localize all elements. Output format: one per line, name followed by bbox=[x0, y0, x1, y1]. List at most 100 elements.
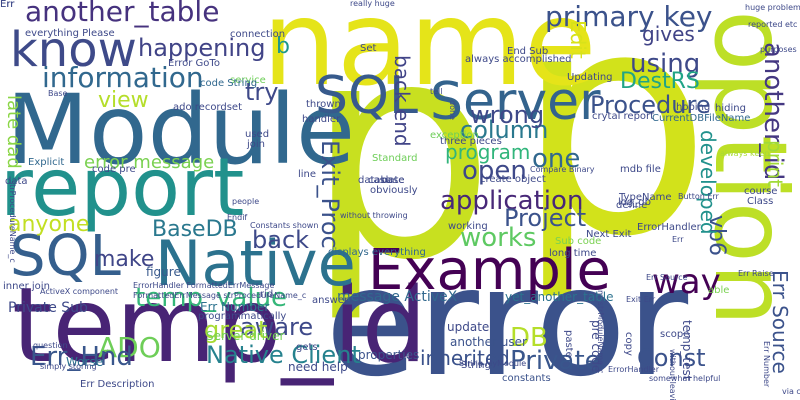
word-server: Server bbox=[430, 72, 601, 132]
word-sql: SQL bbox=[10, 224, 121, 289]
word-rid: rid bbox=[260, 289, 274, 300]
word-err-number: Err Number bbox=[762, 341, 771, 388]
word-displays-everything: displays everything bbox=[328, 247, 426, 258]
word-yet-another-table: yet_another_table bbox=[505, 290, 614, 304]
word-always-accomplished: always accomplished bbox=[465, 54, 572, 65]
word-hoping: hoping bbox=[676, 102, 711, 113]
word-log-db: log_db bbox=[618, 197, 651, 208]
word-worse: Worse bbox=[66, 355, 104, 369]
word-exit-err: Exit Err bbox=[626, 295, 656, 304]
word-update: update bbox=[447, 320, 490, 334]
word-gets: gets bbox=[296, 342, 318, 353]
word-next-exit: Next Exit bbox=[586, 229, 632, 240]
word-date: date bbox=[382, 175, 405, 186]
word-tell: tell bbox=[430, 87, 443, 96]
word-constants: constants bbox=[502, 373, 551, 384]
word-b: b bbox=[276, 34, 290, 59]
word-properties: properties bbox=[358, 348, 420, 362]
word-late-dad: late dad bbox=[3, 95, 24, 169]
word-done: done bbox=[448, 100, 457, 120]
word-native-client: Native Client bbox=[206, 341, 361, 369]
word-simply-storing: simply storing bbox=[40, 362, 97, 371]
word-errorhandler: ErrorHandler bbox=[608, 365, 659, 374]
word-case: case bbox=[368, 175, 391, 186]
word-programmatically: programmatically bbox=[198, 311, 287, 322]
word-pre-code: pre code bbox=[589, 320, 603, 373]
word-const: Const bbox=[637, 344, 706, 372]
word-destrs: DestRS bbox=[620, 69, 700, 94]
word-error: error bbox=[325, 236, 689, 400]
word-explicit: Explicit bbox=[28, 157, 65, 168]
word-activex-component: ActiveX component bbox=[40, 287, 119, 296]
word-base: Base bbox=[48, 89, 68, 98]
word-err: Err bbox=[0, 0, 15, 10]
word-scope: scope bbox=[660, 329, 690, 340]
word-service: service bbox=[230, 75, 266, 86]
word-back-end: back end bbox=[390, 55, 414, 147]
word-private-sub: Private Sub bbox=[8, 300, 88, 316]
word-formattederrmessage-strprocedurename-c: FormattedErrMessage strProcedureName_c bbox=[133, 291, 307, 300]
word-column: column bbox=[460, 116, 549, 144]
word-code-pre: code pre bbox=[92, 164, 136, 175]
word-great: great bbox=[204, 316, 268, 344]
word-join: join bbox=[247, 139, 266, 150]
word-exception: exception bbox=[430, 130, 479, 141]
word-information: information bbox=[42, 61, 204, 94]
word-error-goto: Error GoTo bbox=[168, 58, 220, 69]
word-currentdbfilename: CurrentDBFileName bbox=[652, 113, 751, 124]
word-name: name bbox=[262, 0, 597, 112]
word-make: make bbox=[94, 247, 155, 272]
word-err: Err bbox=[0, 0, 15, 10]
word-constants-shown: Constants shown bbox=[250, 221, 319, 230]
word-really-huge: really huge bbox=[350, 0, 395, 8]
word-always-keep: always keep bbox=[720, 149, 770, 158]
word-application: application bbox=[440, 186, 584, 216]
word-somewhat-helpful: somewhat helpful bbox=[649, 374, 721, 383]
word-button-err: Button Err bbox=[678, 192, 719, 201]
word-class: Class bbox=[747, 196, 774, 207]
word-server-driver: Server driver bbox=[206, 329, 285, 343]
word-module: Module bbox=[6, 74, 356, 186]
word-errorhandler: ErrorHandler bbox=[637, 222, 701, 233]
word-hiding: hiding bbox=[715, 103, 746, 114]
word-paste: paste bbox=[563, 330, 574, 358]
word-question: question bbox=[33, 341, 68, 350]
word-db: DB bbox=[510, 323, 548, 353]
word-temp-test: temp_test bbox=[680, 320, 694, 381]
word-people: people bbox=[232, 197, 260, 206]
word-err-hnd: Err_Hnd bbox=[30, 342, 133, 372]
word-temp-id: temp_id bbox=[12, 266, 427, 386]
word-sql: SQL bbox=[315, 66, 418, 126]
word-reported-etc: reported etc bbox=[748, 20, 798, 29]
word-sub-code: Sub code bbox=[555, 236, 602, 247]
word-obviously: obviously bbox=[370, 185, 418, 196]
word-crytal-report: crytal report bbox=[592, 111, 655, 122]
word-try: try bbox=[245, 78, 279, 106]
word-via-constants: via constants bbox=[782, 387, 800, 396]
word-message-activex: message ActiveX bbox=[337, 289, 458, 305]
word-handler: handler bbox=[302, 114, 341, 125]
word-open: open bbox=[462, 156, 527, 186]
word-able: able bbox=[708, 285, 730, 296]
word-compare-binary: Compare Binary bbox=[530, 165, 595, 174]
word-procedure: Procedure bbox=[590, 91, 711, 119]
word-standard: Standard bbox=[372, 153, 418, 164]
word-m-strmodulename-c: m_strModuleName_c bbox=[596, 290, 605, 374]
word-working: working bbox=[448, 221, 488, 232]
word-another-id: another_id bbox=[758, 42, 788, 181]
word-anyone: anyone bbox=[8, 212, 90, 237]
word-database: database bbox=[358, 175, 405, 186]
word-err-number: Err Number bbox=[200, 300, 270, 314]
word-private: Private bbox=[510, 346, 601, 376]
word-gives: gives bbox=[642, 22, 695, 46]
word-without-leaving: without leaving bbox=[668, 349, 677, 400]
word-errorhandler-formattederrmessage: ErrorHandler FormattedErrMessage bbox=[133, 281, 275, 290]
word-connection: connection bbox=[230, 29, 286, 40]
word-basedb: BaseDB bbox=[152, 217, 238, 242]
word-another-table: another_table bbox=[25, 0, 220, 28]
word-works: works bbox=[460, 223, 537, 253]
word-error-message: error message bbox=[84, 152, 215, 173]
word-p: p bbox=[305, 0, 496, 326]
word-aware: aware bbox=[240, 313, 314, 341]
